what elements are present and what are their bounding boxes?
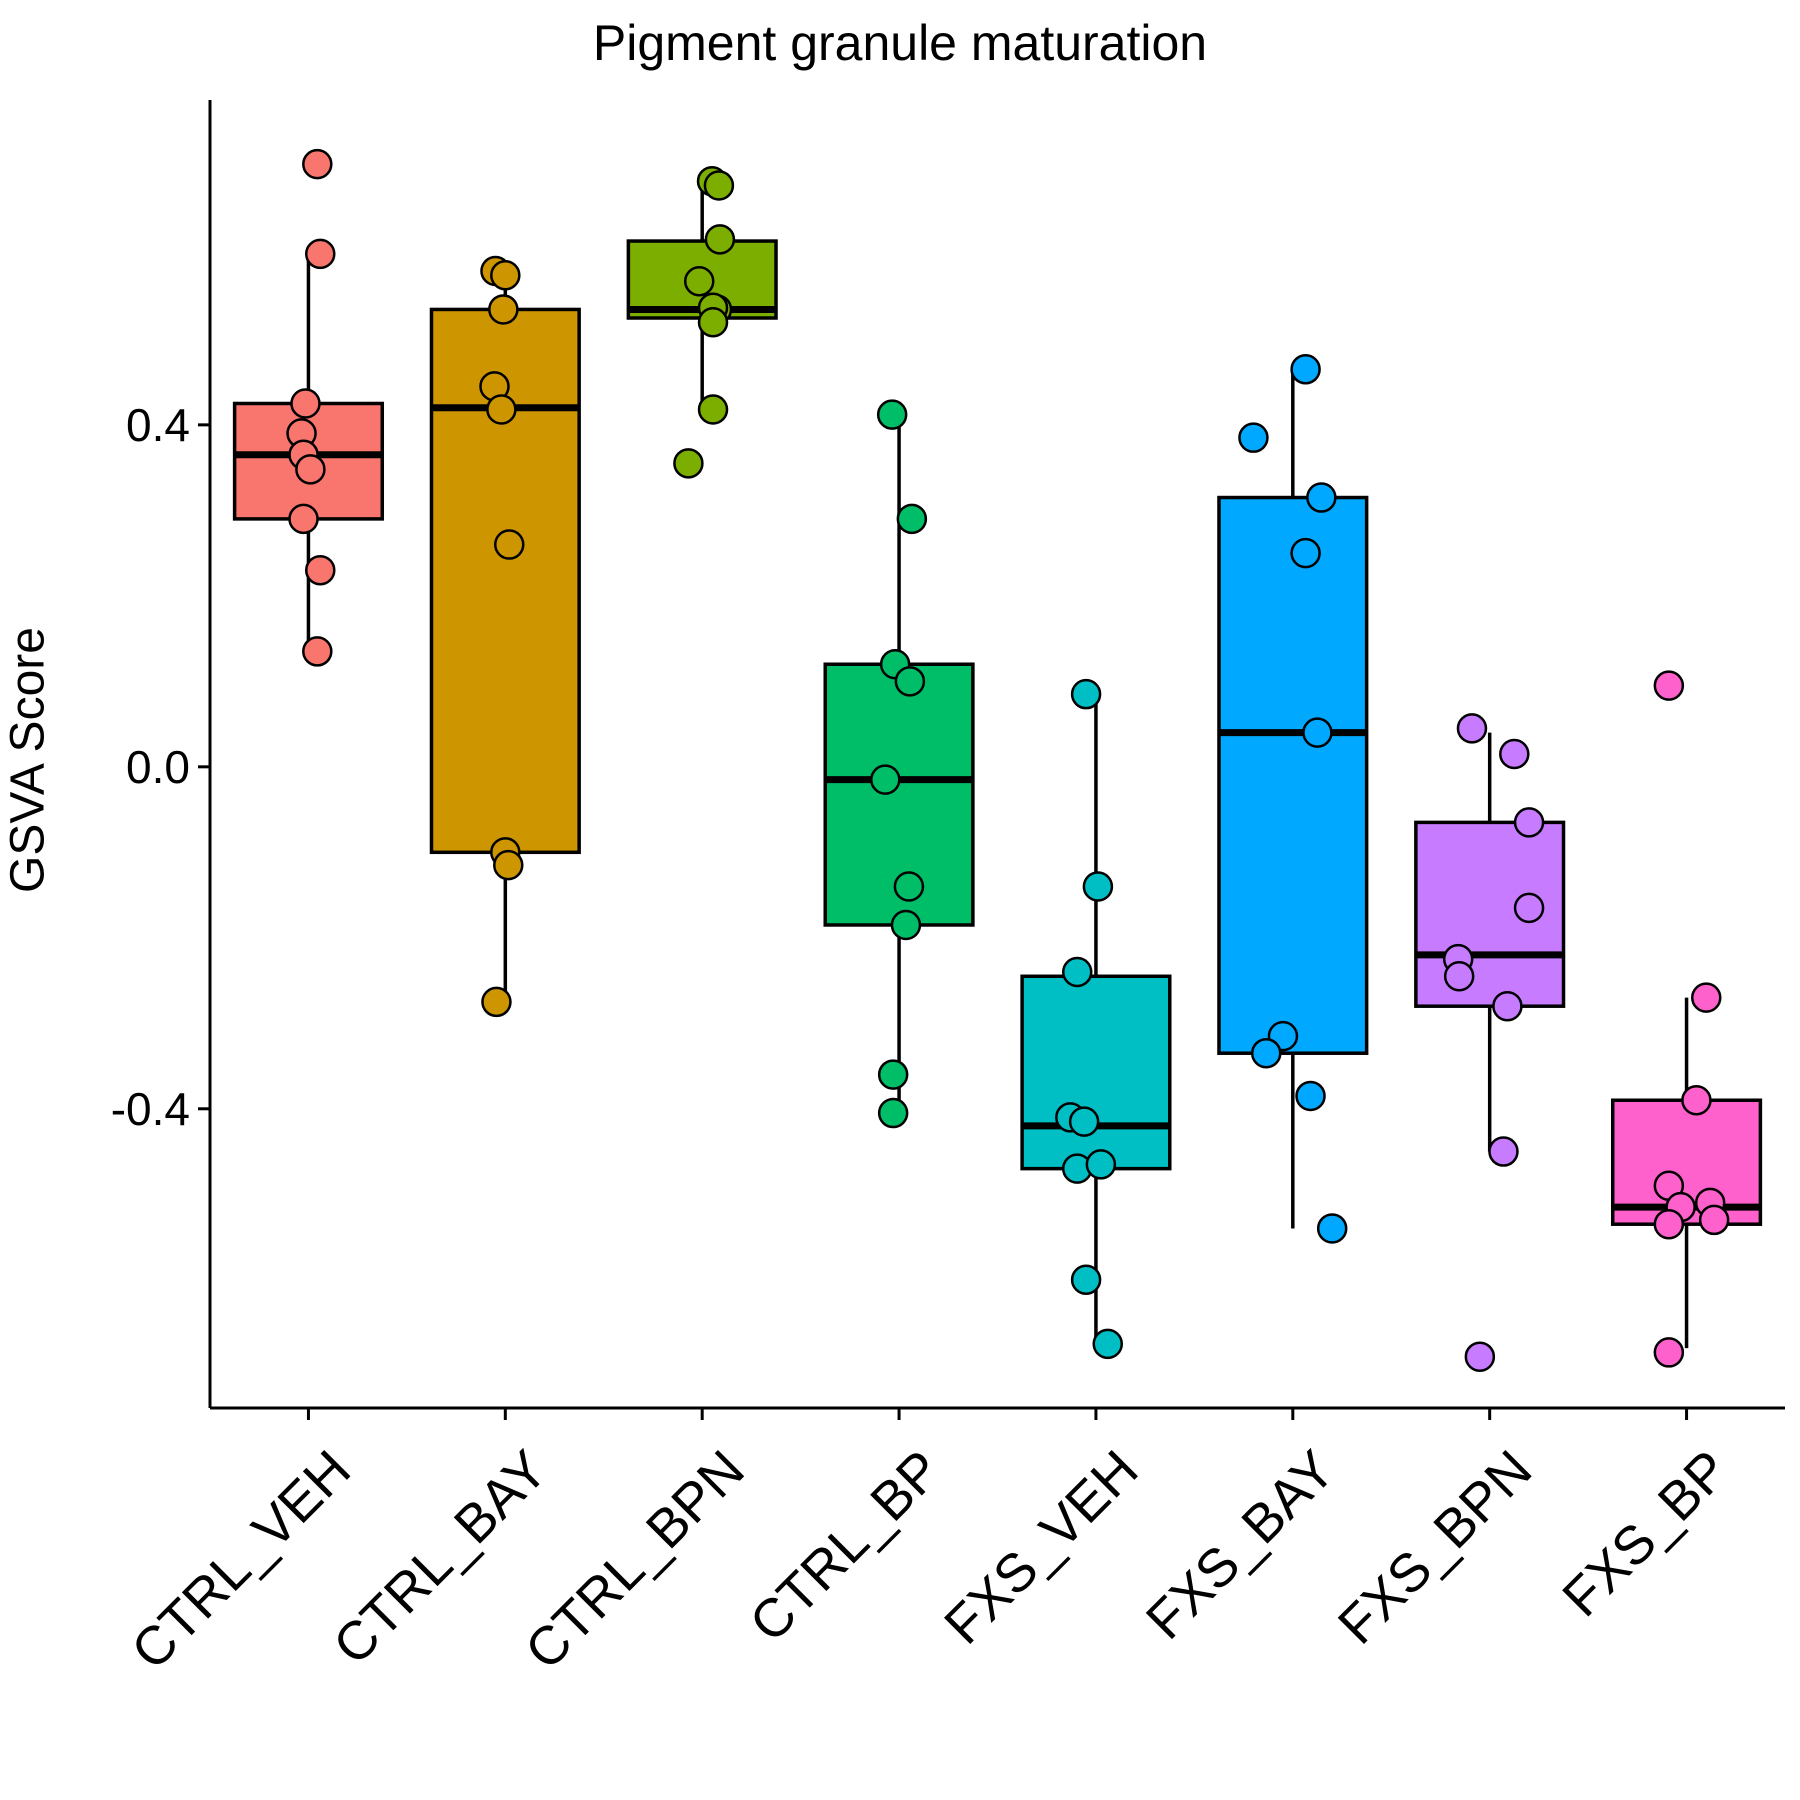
data-point-ctrl-bpn-3: [704, 224, 736, 255]
y-tick-label-2: 0.0: [126, 741, 190, 793]
data-point-fxs-bpn-7: [1492, 990, 1523, 1022]
data-point-fxs-bpn-2: [1499, 738, 1530, 770]
data-point-fxs-bay-4: [1290, 537, 1321, 569]
data-point-ctrl-bpn-2: [703, 170, 735, 201]
data-point-fxs-bp-2: [1691, 982, 1722, 1013]
data-point-ctrl-bp-5: [896, 503, 928, 535]
data-point-ctrl-bay-2: [490, 260, 521, 291]
x-tick-label-fxs-bay: FXS_BAY: [1135, 1439, 1347, 1651]
data-point-fxs-bp-9: [1653, 1337, 1685, 1368]
data-point-ctrl-bpn-8: [697, 394, 729, 425]
data-point-fxs-bp-3: [1681, 1084, 1712, 1116]
data-point-fxs-veh-3: [1061, 956, 1093, 988]
data-point-ctrl-bay-9: [481, 986, 512, 1018]
data-point-fxs-veh-9: [1092, 1328, 1123, 1360]
data-point-ctrl-bpn-4: [683, 265, 715, 297]
y-tick-label-1: 0.4: [126, 399, 190, 451]
data-point-ctrl-veh-3: [290, 388, 321, 419]
data-point-ctrl-veh-1: [302, 148, 333, 180]
data-point-ctrl-bay-8: [493, 849, 524, 881]
data-point-fxs-veh-5: [1068, 1106, 1100, 1137]
data-point-ctrl-bay-5: [486, 394, 517, 425]
data-point-fxs-bpn-6: [1443, 961, 1475, 992]
box-fxs-veh: [1020, 974, 1172, 1171]
data-point-ctrl-bp-4: [870, 764, 901, 795]
chart-title: Pigment granule maturation: [592, 15, 1208, 71]
data-point-fxs-bpn-8: [1488, 1136, 1519, 1167]
data-point-ctrl-bay-6: [494, 529, 525, 560]
y-tick-label-3: -0.4: [111, 1083, 190, 1135]
x-tick-label-ctrl-veh: CTRL_VEH: [120, 1439, 362, 1681]
data-point-fxs-bay-8: [1295, 1080, 1326, 1112]
data-point-fxs-veh-7: [1085, 1149, 1117, 1180]
data-point-fxs-bay-1: [1290, 354, 1321, 385]
points-layer: [286, 148, 1730, 1372]
data-point-fxs-bay-7: [1250, 1037, 1282, 1069]
data-point-fxs-bpn-9: [1464, 1341, 1496, 1372]
data-point-fxs-veh-8: [1070, 1264, 1102, 1296]
boxes-layer: [232, 181, 1763, 1349]
data-point-ctrl-veh-7: [288, 503, 319, 535]
box-fxs-bay: [1217, 495, 1369, 1055]
data-point-fxs-bay-3: [1306, 482, 1337, 513]
data-point-ctrl-veh-9: [302, 636, 333, 667]
data-point-fxs-bp-7: [1653, 1208, 1685, 1240]
data-point-fxs-veh-1: [1070, 678, 1102, 710]
data-point-fxs-bp-8: [1698, 1204, 1730, 1236]
data-point-ctrl-veh-2: [305, 238, 336, 270]
data-point-fxs-bpn-3: [1513, 807, 1545, 838]
data-point-fxs-bay-5: [1302, 717, 1333, 748]
data-point-fxs-bpn-4: [1513, 892, 1545, 924]
data-point-ctrl-veh-8: [305, 554, 336, 586]
x-tick-label-ctrl-bp: CTRL_BP: [738, 1439, 952, 1653]
data-point-ctrl-bp-7: [890, 909, 922, 941]
data-point-ctrl-bp-3: [894, 666, 926, 697]
data-point-fxs-bp-1: [1653, 670, 1685, 701]
data-point-ctrl-bp-6: [893, 871, 925, 902]
data-point-ctrl-bay-3: [488, 294, 519, 325]
data-point-ctrl-veh-6: [295, 454, 326, 485]
data-point-fxs-bpn-1: [1456, 713, 1488, 744]
data-point-ctrl-bpn-9: [673, 448, 704, 479]
data-point-fxs-bay-2: [1238, 422, 1269, 453]
x-tick-label-fxs-bp: FXS_BP: [1551, 1439, 1740, 1628]
data-point-ctrl-bp-8: [877, 1059, 909, 1090]
data-point-ctrl-bp-9: [877, 1097, 909, 1129]
data-point-ctrl-bp-1: [876, 399, 908, 430]
x-tick-label-fxs-veh: FXS_VEH: [933, 1439, 1149, 1655]
data-point-fxs-veh-2: [1082, 871, 1114, 902]
data-point-ctrl-bpn-7: [697, 307, 729, 338]
x-tick-label-fxs-bpn: FXS_BPN: [1327, 1439, 1543, 1655]
data-point-fxs-bay-9: [1316, 1213, 1348, 1244]
